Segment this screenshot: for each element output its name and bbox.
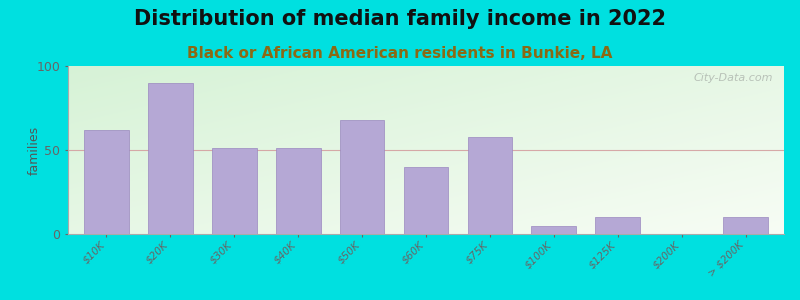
Bar: [467, 136, 512, 234]
Bar: [148, 83, 193, 234]
Y-axis label: families: families: [27, 125, 40, 175]
Bar: [212, 148, 257, 234]
Bar: [404, 167, 448, 234]
Text: City-Data.com: City-Data.com: [694, 73, 774, 83]
Text: Distribution of median family income in 2022: Distribution of median family income in …: [134, 9, 666, 29]
Bar: [595, 217, 640, 234]
Bar: [84, 130, 129, 234]
Bar: [531, 226, 576, 234]
Bar: [723, 217, 768, 234]
Text: Black or African American residents in Bunkie, LA: Black or African American residents in B…: [187, 46, 613, 62]
Bar: [340, 120, 385, 234]
Bar: [276, 148, 321, 234]
